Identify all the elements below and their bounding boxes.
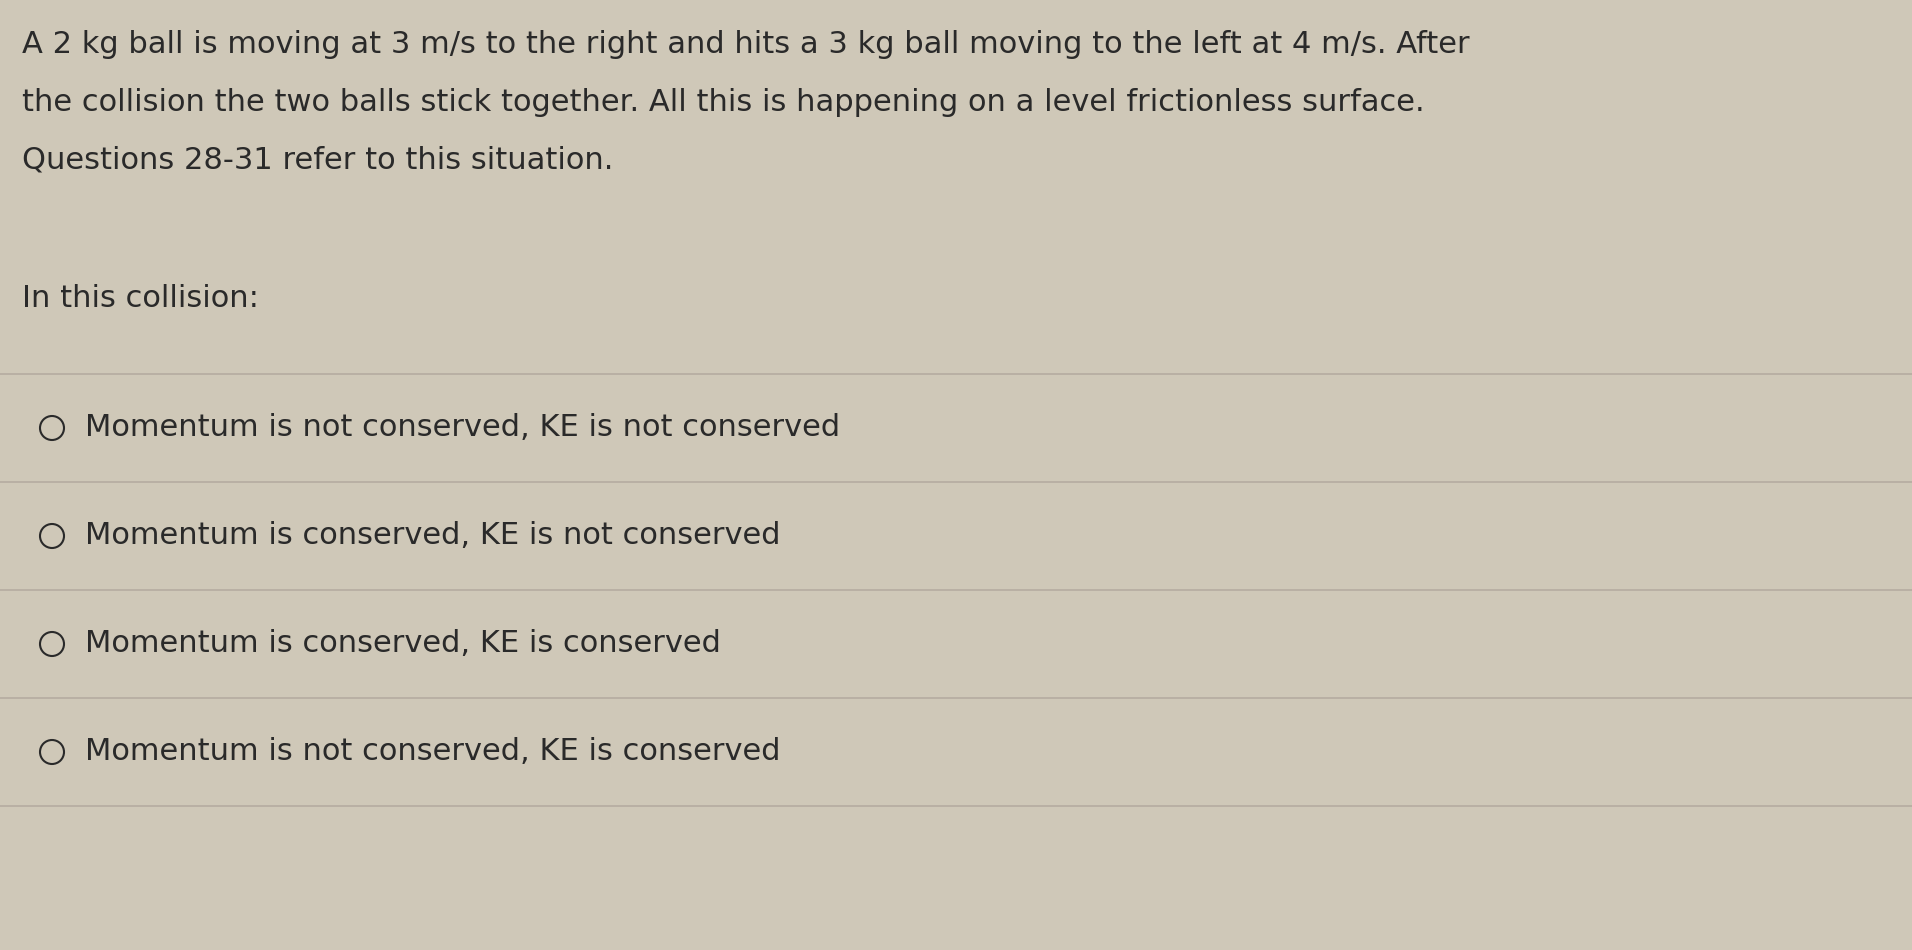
Text: Momentum is conserved, KE is not conserved: Momentum is conserved, KE is not conserv… bbox=[84, 522, 780, 550]
Text: In this collision:: In this collision: bbox=[23, 284, 258, 313]
Text: Questions 28-31 refer to this situation.: Questions 28-31 refer to this situation. bbox=[23, 146, 614, 175]
Text: Momentum is not conserved, KE is not conserved: Momentum is not conserved, KE is not con… bbox=[84, 413, 839, 443]
Text: A 2 kg ball is moving at 3 m/s to the right and hits a 3 kg ball moving to the l: A 2 kg ball is moving at 3 m/s to the ri… bbox=[23, 30, 1470, 59]
Text: the collision the two balls stick together. All this is happening on a level fri: the collision the two balls stick togeth… bbox=[23, 88, 1424, 117]
Text: Momentum is conserved, KE is conserved: Momentum is conserved, KE is conserved bbox=[84, 630, 721, 658]
Text: Momentum is not conserved, KE is conserved: Momentum is not conserved, KE is conserv… bbox=[84, 737, 780, 767]
